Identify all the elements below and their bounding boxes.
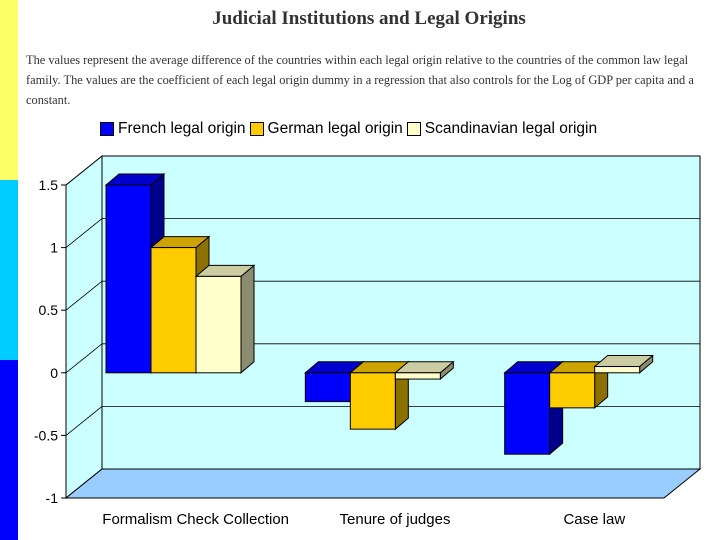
chart-legend: French legal origin German legal origin …: [100, 118, 601, 140]
gridline-depth-0: [65, 155, 103, 186]
chart-subtitle: The values represent the average differe…: [26, 53, 694, 107]
y-tick-label-4: -0.5: [34, 427, 58, 443]
y-tick-label-1: 1: [50, 240, 58, 256]
bar-front-2-2: [594, 366, 641, 374]
legend-item-scandinavian: Scandinavian legal origin: [406, 120, 598, 138]
legend-swatch-scandinavian: [406, 122, 421, 136]
gridline-depth-3: [65, 343, 103, 374]
bar-front-1-1: [349, 372, 396, 430]
bar-front-2-0: [504, 372, 551, 455]
x-tick-label-1: Tenure of judges: [340, 511, 451, 528]
side-strip-blue: [0, 360, 18, 540]
bar-front-0-2: [195, 275, 242, 374]
bar-front-1-2: [394, 372, 441, 380]
bar-2-2: [593, 354, 655, 374]
chart-title: Judicial Institutions and Legal Origins: [212, 8, 526, 29]
side-strip-yellow: [0, 0, 18, 180]
bar-1-1: [348, 360, 410, 431]
legend-swatch-german: [249, 122, 264, 136]
x-tick-label-2: Case law: [563, 511, 625, 528]
bar-front-0-1: [150, 247, 197, 374]
legend-item-french: French legal origin: [100, 120, 246, 138]
bar-1-2: [393, 360, 455, 381]
bar-front-0-0: [105, 184, 152, 374]
y-tick-label-2: 0.5: [39, 302, 59, 318]
gridline-depth-4: [65, 406, 103, 436]
bar-2-1: [548, 360, 610, 409]
bar-0-2: [194, 264, 256, 374]
y-tick-label-3: 0: [50, 365, 58, 381]
legend-item-german: German legal origin: [249, 120, 403, 138]
bar-front-2-1: [549, 372, 596, 409]
x-tick-label-0: Formalism Check Collection: [102, 511, 289, 528]
gridline-depth-1: [65, 218, 103, 248]
bar-front-1-0: [304, 372, 351, 403]
legend-label-scandinavian: Scandinavian legal origin: [424, 120, 598, 137]
gridline-depth-2: [65, 280, 103, 311]
side-strip-cyan: [0, 180, 18, 360]
plot-side-wall: [65, 154, 103, 500]
y-tick-label-5: -1: [46, 490, 59, 506]
bar-side-0-2: [240, 264, 255, 374]
legend-swatch-french: [100, 122, 114, 136]
y-tick-label-0: 1.5: [39, 177, 59, 193]
legend-label-german: German legal origin: [267, 120, 403, 137]
plot-floor: [64, 468, 702, 499]
legend-label-french: French legal origin: [118, 120, 246, 137]
